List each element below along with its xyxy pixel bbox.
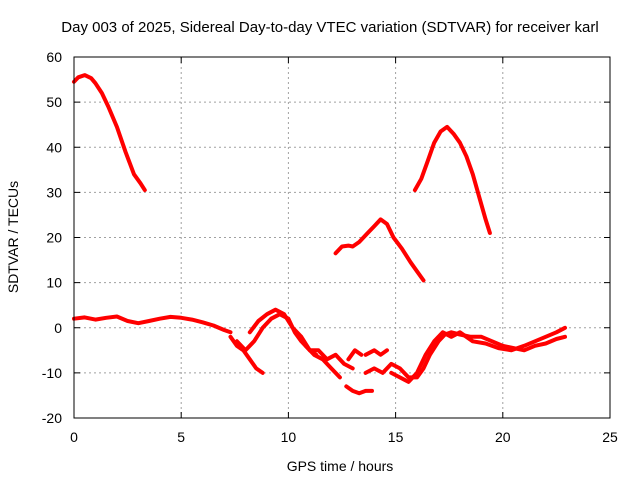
y-tick-label: 30 (46, 184, 62, 200)
y-tick-label: -10 (42, 365, 62, 381)
series-line-arc-11 (363, 348, 389, 357)
x-tick-label: 5 (177, 429, 185, 445)
x-tick-label: 15 (388, 429, 404, 445)
series-line-arc-2 (333, 217, 426, 283)
y-tick-label: 60 (46, 49, 62, 65)
series-line-arc-8 (303, 343, 342, 380)
series-line-arc-5 (228, 334, 265, 375)
series-line-arc-4 (72, 314, 233, 335)
y-tick-label: 40 (46, 139, 62, 155)
x-tick-label: 0 (70, 429, 78, 445)
y-tick-label: 20 (46, 230, 62, 246)
series-line-arc-10 (346, 348, 364, 362)
y-axis: -20 -10 0 10 20 30 40 50 60 (42, 49, 610, 426)
series-line-arc-1 (72, 73, 147, 193)
series-line-arc-12 (363, 330, 567, 380)
y-tick-label: -20 (42, 410, 62, 426)
y-tick-label: 10 (46, 275, 62, 291)
series-line-arc-9 (344, 384, 374, 396)
y-tick-label: 50 (46, 94, 62, 110)
series-line-arc-6 (234, 312, 355, 371)
grid-lines (74, 57, 610, 418)
data-series (72, 73, 567, 396)
x-axis-label: GPS time / hours (287, 458, 394, 474)
series-line-arc-13 (389, 325, 567, 384)
series-line-arc-3 (412, 124, 492, 235)
chart-title: Day 003 of 2025, Sidereal Day-to-day VTE… (61, 19, 598, 36)
x-axis: 0 5 10 15 20 25 (70, 57, 618, 445)
x-tick-label: 20 (495, 429, 511, 445)
x-tick-label: 25 (602, 429, 618, 445)
y-tick-label: 0 (54, 320, 62, 336)
x-tick-label: 10 (281, 429, 297, 445)
y-axis-label: SDTVAR / TECUs (5, 181, 21, 293)
